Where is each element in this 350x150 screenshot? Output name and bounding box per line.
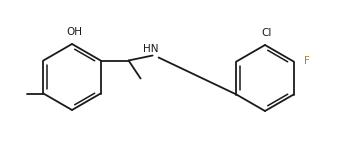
Text: OH: OH <box>66 27 82 37</box>
Text: Cl: Cl <box>262 28 272 38</box>
Text: HN: HN <box>143 44 158 54</box>
Text: F: F <box>303 57 309 66</box>
